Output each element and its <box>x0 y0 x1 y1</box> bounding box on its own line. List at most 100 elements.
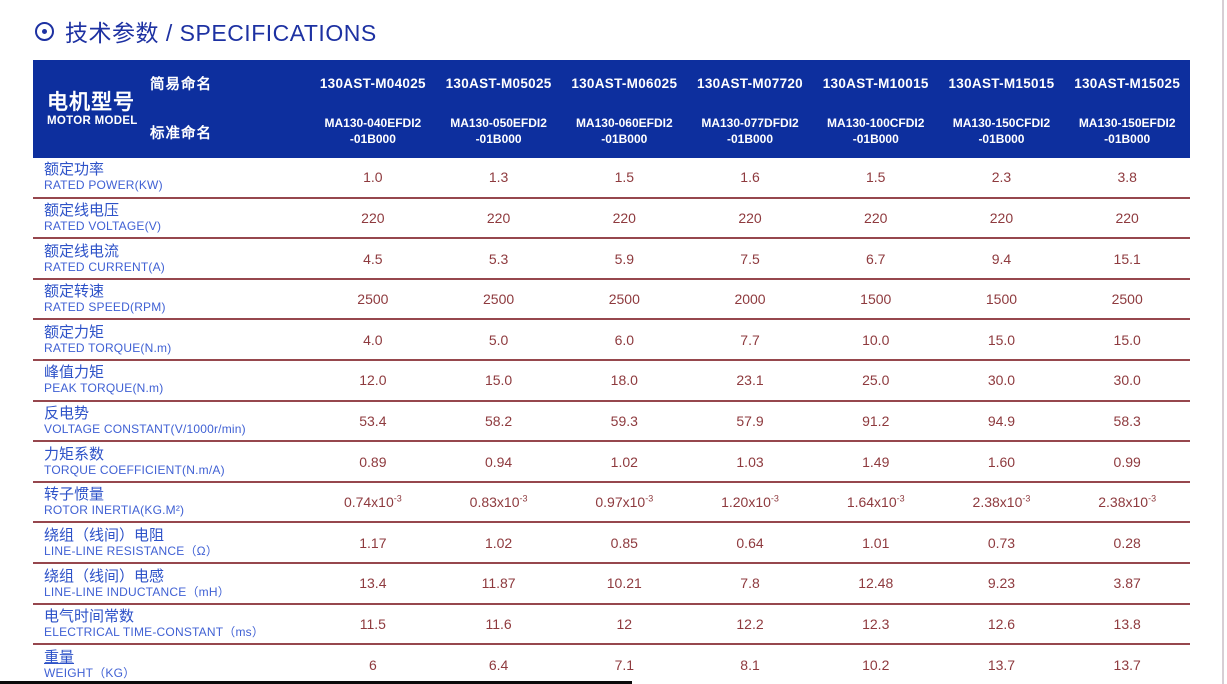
model-columns: 130AST-M04025 MA130-040EFDI2 -01B000 130AST… <box>310 60 1190 158</box>
model-standard-name: MA130-150EFDI2 -01B000 <box>1078 116 1176 146</box>
spec-value: 11.5 <box>359 616 386 632</box>
spec-label-en: LINE-LINE RESISTANCE（Ω） <box>44 543 219 558</box>
spec-label-zh: 额定线电流 <box>44 242 120 260</box>
spec-label-en: LINE-LINE INDUCTANCE（mH） <box>44 584 230 599</box>
spec-value: 94.9 <box>987 412 1016 429</box>
spec-label-cell: 峰值力矩 PEAK TORQUE(N.m) <box>33 364 310 396</box>
model-simple-name: 130AST-M15015 <box>948 75 1055 91</box>
spec-value: 220 <box>361 209 385 226</box>
spec-value: 0.74x10-3 <box>343 493 402 511</box>
model-standard-name: MA130-150CFDI2 -01B000 <box>952 116 1051 146</box>
spec-label-zh: 转子惯量 <box>44 486 105 504</box>
spec-label-en: RATED POWER(KW) <box>44 178 163 193</box>
spec-label-cell: 额定线电压 RATED VOLTAGE(V) <box>33 202 310 234</box>
spec-value: 9.23 <box>987 575 1016 592</box>
spec-label-zh: 峰值力矩 <box>44 364 105 382</box>
spec-label-en: PEAK TORQUE(N.m) <box>44 381 164 396</box>
spec-value: 12.48 <box>858 575 894 592</box>
spec-value: 23.1 <box>736 372 764 389</box>
model-column: 130AST-M15015 MA130-150CFDI2 -01B000 <box>939 60 1065 158</box>
spec-label-en: ELECTRICAL TIME-CONSTANT（ms） <box>44 625 265 640</box>
spec-value: 1.01 <box>862 534 890 551</box>
spec-value: 1.5 <box>614 169 635 186</box>
spec-value: 9.4 <box>991 250 1012 267</box>
spec-value: 13.4 <box>359 575 387 592</box>
model-standard-name: MA130-100CFDI2 -01B000 <box>827 116 925 146</box>
spec-value: 0.89 <box>359 453 387 470</box>
model-simple-name: 130AST-M10015 <box>822 75 929 91</box>
spec-row: 额定转速 RATED SPEED(RPM) 2500 2500 2500 2000 1500… <box>33 280 1190 321</box>
model-column: 130AST-M04025 MA130-040EFDI2 -01B000 <box>310 60 436 158</box>
spec-label-cell: 电气时间常数 ELECTRICAL TIME-CONSTANT（ms） <box>33 608 310 640</box>
spec-row: 额定线电流 RATED CURRENT(A) 4.5 5.3 5.9 7.5 6.7 9.4 1… <box>33 239 1190 280</box>
naming-header-cell: 简易命名 标准命名 <box>150 60 310 158</box>
spec-value: 220 <box>486 209 511 226</box>
motor-model-label-en: MOTOR MODEL <box>47 115 138 128</box>
spec-value: 0.94 <box>484 453 513 470</box>
model-standard-name: MA130-040EFDI2 -01B000 <box>324 116 422 146</box>
spec-label-zh: 额定转速 <box>44 283 105 301</box>
spec-value: 59.3 <box>610 412 638 429</box>
spec-value: 91.2 <box>862 412 890 429</box>
spec-value: 1.02 <box>484 534 513 551</box>
spec-value: 7.5 <box>740 250 760 267</box>
spec-value: 12.3 <box>862 616 890 632</box>
spec-label-cell: 额定线电流 RATED CURRENT(A) <box>33 243 310 275</box>
spec-label-zh: 反电势 <box>44 405 90 423</box>
spec-value: 11.6 <box>485 616 512 632</box>
spec-row: 绕组（线间）电阻 LINE-LINE RESISTANCE（Ω） 1.17 1.02 0… <box>33 523 1190 565</box>
spec-row: 额定线电压 RATED VOLTAGE(V) 220 220 220 220 220 220 2… <box>33 199 1190 240</box>
spec-value: 4.0 <box>363 331 383 348</box>
spec-value: 12.0 <box>359 372 387 389</box>
spec-row: 额定力矩 RATED TORQUE(N.m) 4.0 5.0 6.0 7.7 10.0 15.… <box>33 320 1190 362</box>
spec-value: 25.0 <box>862 372 890 389</box>
spec-label-zh: 力矩系数 <box>44 445 105 463</box>
spec-row: 重量 WEIGHT（KG） 6 6.4 7.1 8.1 10.2 13.7 13.7 <box>33 645 1190 684</box>
spec-value: 10.2 <box>862 656 890 673</box>
spec-row: 峰值力矩 PEAK TORQUE(N.m) 12.0 15.0 18.0 23.1 25.0… <box>33 361 1190 402</box>
spec-value: 1.60 <box>987 453 1016 470</box>
model-column: 130AST-M05025 MA130-050EFDI2 -01B000 <box>436 60 562 158</box>
spec-value: 15.0 <box>987 331 1016 348</box>
spec-value: 2000 <box>734 291 766 308</box>
spec-value: 0.97x10-3 <box>595 493 654 511</box>
spec-row: 绕组（线间）电感 LINE-LINE INDUCTANCE（mH） 13.4 11.8… <box>33 564 1190 605</box>
section-title: 技术参数 / SPECIFICATIONS <box>35 14 377 48</box>
spec-value: 0.83x10-3 <box>469 493 528 511</box>
spec-value: 1.17 <box>359 534 387 551</box>
table-header: 电机型号 MOTOR MODEL 简易命名 标准命名 130AST-M04025… <box>33 60 1190 158</box>
spec-value: 53.4 <box>359 412 387 429</box>
model-simple-name: 130AST-M06025 <box>571 75 678 91</box>
bottom-cutoff-strip <box>0 681 632 684</box>
spec-label-zh: 电气时间常数 <box>44 608 135 626</box>
spec-value: 220 <box>738 209 762 226</box>
spec-label-cell: 绕组（线间）电感 LINE-LINE INDUCTANCE（mH） <box>33 568 310 600</box>
spec-row: 电气时间常数 ELECTRICAL TIME-CONSTANT（ms） 11.5 11… <box>33 605 1190 646</box>
model-simple-name: 130AST-M04025 <box>319 75 426 91</box>
spec-label-en: RATED CURRENT(A) <box>44 259 165 274</box>
spec-value: 11.87 <box>481 575 516 592</box>
spec-value: 1.64x10-3 <box>846 493 905 511</box>
simple-name-label: 简易命名 <box>150 76 212 93</box>
spec-value: 18.0 <box>610 372 638 389</box>
spec-value: 10.0 <box>862 331 890 348</box>
spec-value: 1.5 <box>866 169 886 186</box>
spec-label-en: VOLTAGE CONSTANT(V/1000r/min) <box>44 422 246 437</box>
spec-value: 0.99 <box>1113 453 1141 470</box>
spec-label-en: TORQUE COEFFICIENT(N.m/A) <box>44 462 225 477</box>
standard-name-label: 标准命名 <box>150 125 212 142</box>
model-simple-name: 130AST-M15025 <box>1074 75 1181 91</box>
spec-label-zh: 绕组（线间）电阻 <box>44 526 165 544</box>
spec-label-cell: 绕组（线间）电阻 LINE-LINE RESISTANCE（Ω） <box>33 527 310 559</box>
spec-label-en: RATED VOLTAGE(V) <box>44 219 162 234</box>
spec-value: 5.9 <box>614 250 635 267</box>
spec-label-en: ROTOR INERTIA(KG.M²) <box>44 503 185 518</box>
spec-value: 5.0 <box>488 331 509 348</box>
spec-value: 12.6 <box>987 616 1016 632</box>
spec-value: 30.0 <box>1113 372 1141 389</box>
spec-value: 8.1 <box>740 656 760 673</box>
spec-value: 7.7 <box>740 331 760 348</box>
spec-label-zh: 额定线电压 <box>44 202 120 220</box>
spec-value: 10.21 <box>606 575 642 592</box>
spec-value: 57.9 <box>736 412 764 429</box>
